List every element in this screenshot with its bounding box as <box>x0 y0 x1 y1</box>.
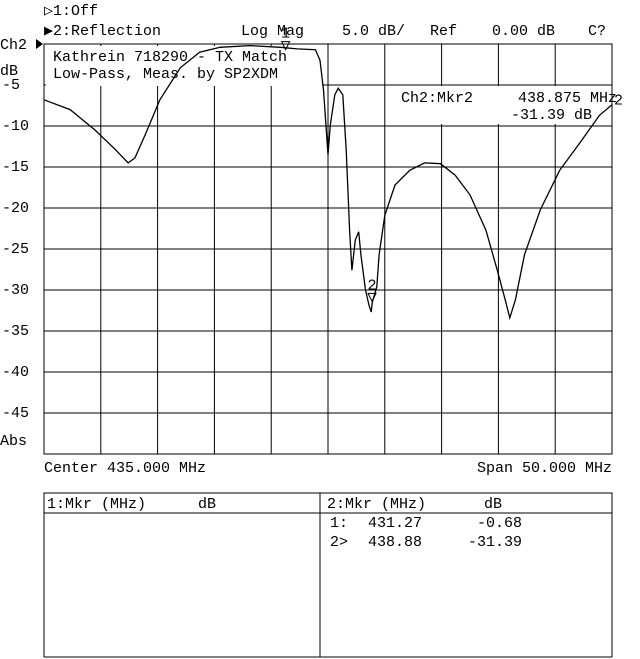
y-tick-label: -40 <box>2 364 29 381</box>
y-axis-label: Ch2 <box>0 37 27 54</box>
y-tick-label: -10 <box>2 118 29 135</box>
y-tick-label: -15 <box>2 159 29 176</box>
title-box <box>46 46 322 86</box>
annotation-box <box>398 86 610 124</box>
table-cell: 1: <box>330 515 348 532</box>
table-title: 2:Mkr (MHz) <box>327 496 426 513</box>
ref-value: 0.00 dB <box>492 23 555 40</box>
annotation: Ch2:Mkr2 <box>401 90 473 107</box>
table-box <box>43 492 613 658</box>
table-cell: -31.39 <box>468 534 522 551</box>
status: C? <box>588 23 606 40</box>
table-unit: dB <box>484 496 502 513</box>
marker <box>280 41 291 51</box>
channel2: ▶2:Reflection <box>44 23 161 40</box>
annotation: -31.39 dB <box>511 107 592 124</box>
chart-title: Kathrein 718290 - TX Match <box>53 49 287 66</box>
y-mode: Abs <box>0 433 27 450</box>
y-tick-label: -45 <box>2 405 29 422</box>
table-cell: 431.27 <box>368 515 422 532</box>
format: Log Mag <box>241 23 304 40</box>
ref-label: Ref <box>430 23 457 40</box>
span-label: Span 50.000 MHz <box>477 460 612 477</box>
center-label: Center 435.000 MHz <box>44 460 206 477</box>
table-unit: dB <box>198 496 216 513</box>
table-title: 1:Mkr (MHz) <box>47 496 146 513</box>
table-cell: -0.68 <box>477 515 522 532</box>
chart-subtitle: Low-Pass, Meas. by SP2XDM <box>53 66 278 83</box>
trace-label: 2 <box>614 93 623 110</box>
y-tick-label: -5 <box>2 77 20 94</box>
y-tick-label: -35 <box>2 323 29 340</box>
marker-label: 2 <box>368 277 377 294</box>
annotation: 438.875 MHz <box>518 90 617 107</box>
table-cell: 2> <box>330 534 348 551</box>
y-tick-label: -30 <box>2 282 29 299</box>
y-tick-label: -20 <box>2 200 29 217</box>
marker <box>367 292 377 303</box>
y-tick-label: -25 <box>2 241 29 258</box>
scale: 5.0 dB/ <box>342 23 405 40</box>
table-cell: 438.88 <box>368 534 422 551</box>
channel1: ▷1:Off <box>44 3 98 20</box>
trace <box>43 44 613 321</box>
marker-label: 1 <box>281 26 290 43</box>
y-unit: dB <box>0 63 18 80</box>
ref-pointer <box>36 39 43 49</box>
